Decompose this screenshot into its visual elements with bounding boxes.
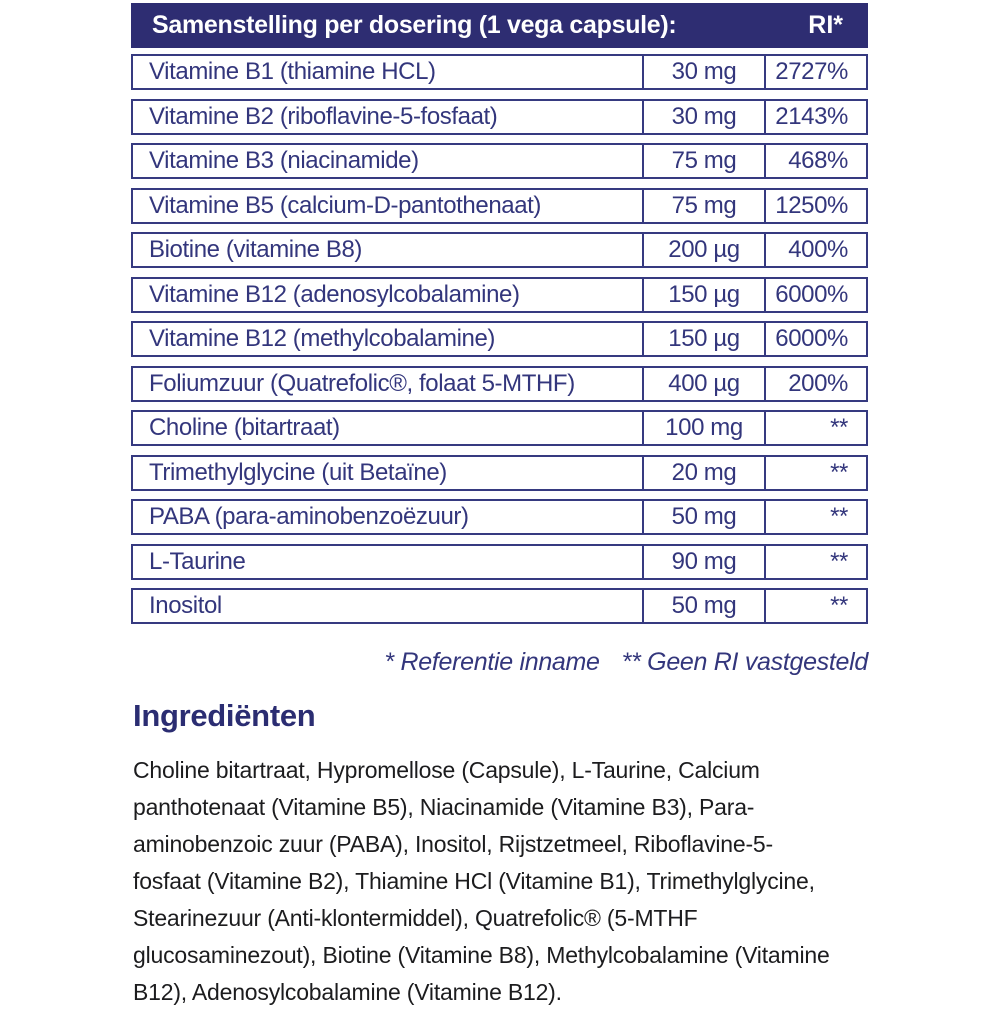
nutrient-name: L-Taurine [149,547,246,575]
ingredients-heading: Ingrediënten [133,698,316,733]
nutrient-ri: ** [764,456,866,489]
ingredients-line: B12), Adenosylcobalamine (Vitamine B12). [133,979,562,1005]
nutrient-amount: 150 µg [642,323,764,355]
nutrient-amount: 50 mg [642,501,764,533]
table-header: Samenstelling per dosering (1 vega capsu… [131,3,868,48]
nutrient-name: Vitamine B12 (methylcobalamine) [149,325,495,352]
nutrient-name: Trimethylglycine (uit Betaïne) [149,458,447,486]
nutrient-name: Vitamine B3 (niacinamide) [149,147,419,174]
ingredients-line: panthotenaat (Vitamine B5), Niacinamide … [133,794,755,820]
table-row: Vitamine B12 (methylcobalamine) 150 µg 6… [131,321,868,357]
nutrient-amount: 20 mg [642,456,764,489]
nutrient-amount: 150 µg [642,278,764,311]
table-row: Choline (bitartraat) 100 mg ** [131,410,868,446]
nutrient-ri: ** [764,590,866,622]
nutrient-name: Vitamine B1 (thiamine HCL) [149,58,436,85]
ingredients-line: Choline bitartraat, Hypromellose (Capsul… [133,757,760,783]
nutrient-amount: 75 mg [642,145,764,177]
nutrient-amount: 400 µg [642,367,764,400]
table-row: Inositol 50 mg ** [131,588,868,624]
ingredients-line: glucosaminezout), Biotine (Vitamine B8),… [133,942,830,968]
nutrient-amount: 50 mg [642,590,764,622]
nutrient-name: Foliumzuur (Quatrefolic®, folaat 5-MTHF) [149,369,575,397]
nutrient-ri: 6000% [764,278,866,311]
table-row: Trimethylglycine (uit Betaïne) 20 mg ** [131,454,868,491]
table-row: L-Taurine 90 mg ** [131,543,868,580]
nutrient-ri: 200% [764,367,866,400]
footnote-no-ri: ** Geen RI vastgesteld [621,648,869,676]
nutrient-amount: 200 µg [642,234,764,266]
nutrient-ri: ** [764,412,866,444]
nutrient-name: Vitamine B2 (riboflavine-5-fosfaat) [149,102,498,130]
ingredients-paragraph: Choline bitartraat, Hypromellose (Capsul… [133,752,893,1011]
ingredients-line: Stearinezuur (Anti-klontermiddel), Quatr… [133,905,698,931]
table-row: Vitamine B3 (niacinamide) 75 mg 468% [131,143,868,179]
ingredients-line: aminobenzoic zuur (PABA), Inositol, Rijs… [133,831,773,857]
nutrient-name: Vitamine B5 (calcium-D-pantothenaat) [149,191,542,219]
nutrient-amount: 30 mg [642,100,764,133]
nutrient-ri: 2143% [764,100,866,133]
nutrient-name: Biotine (vitamine B8) [149,236,363,263]
nutrient-ri: 1250% [764,189,866,222]
table-row: Vitamine B1 (thiamine HCL) 30 mg 2727% [131,54,868,90]
nutrient-ri: 468% [764,145,866,177]
nutrient-amount: 100 mg [642,412,764,444]
nutrient-name: PABA (para-aminobenzoëzuur) [149,503,469,530]
nutrient-ri: 2727% [764,56,866,88]
nutrient-amount: 30 mg [642,56,764,88]
nutrient-amount: 90 mg [642,545,764,578]
ingredients-line: fosfaat (Vitamine B2), Thiamine HCl (Vit… [133,868,815,894]
table-row: Vitamine B2 (riboflavine-5-fosfaat) 30 m… [131,98,868,135]
table-row: Vitamine B12 (adenosylcobalamine) 150 µg… [131,276,868,313]
table-row: PABA (para-aminobenzoëzuur) 50 mg ** [131,499,868,535]
supplement-facts-table: Samenstelling per dosering (1 vega capsu… [131,3,868,624]
nutrient-ri: 400% [764,234,866,266]
table-row: Biotine (vitamine B8) 200 µg 400% [131,232,868,268]
table-title: Samenstelling per dosering (1 vega capsu… [152,11,677,39]
nutrient-name: Inositol [149,592,222,619]
footnotes: * Referentie inname ** Geen RI vastgestel… [131,648,868,677]
nutrient-name: Vitamine B12 (adenosylcobalamine) [149,280,520,308]
table-row: Vitamine B5 (calcium-D-pantothenaat) 75 … [131,187,868,224]
footnote-reference-intake: * Referentie inname [384,648,600,676]
nutrient-name: Choline (bitartraat) [149,414,340,441]
nutrient-ri: ** [764,501,866,533]
table-row: Foliumzuur (Quatrefolic®, folaat 5-MTHF)… [131,365,868,402]
nutrient-ri: ** [764,545,866,578]
table-ri-header: RI* [808,11,843,39]
nutrient-amount: 75 mg [642,189,764,222]
nutrient-ri: 6000% [764,323,866,355]
